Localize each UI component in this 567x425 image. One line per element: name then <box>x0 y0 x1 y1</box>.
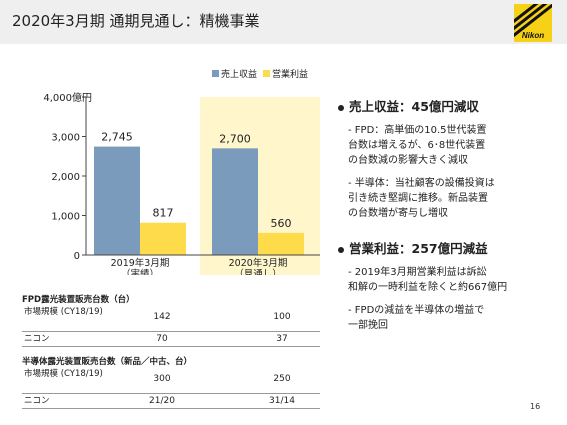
y-tick-label-0: 0 <box>74 251 80 262</box>
bar-label-0-1: 2,700 <box>219 132 251 145</box>
fpd-table-title: FPD露光装置販売台数（台） <box>22 295 135 305</box>
bar-0-1 <box>212 148 258 255</box>
semi-row-nikon-2020: 31/14 <box>269 396 295 406</box>
profit-point-text: 営業利益：257億円減益 <box>349 241 488 256</box>
y-tick-label-3: 3,000 <box>51 133 80 144</box>
semi-row-nikon: ニコン 21/20 31/14 <box>22 394 320 409</box>
bar-1-1 <box>258 232 304 255</box>
slide-title: 2020年3月期 通期見通し：精機事業 <box>12 12 260 30</box>
legend-label-1: 営業利益 <box>272 68 308 80</box>
y-tick-label-4: 4,000億円 <box>43 91 92 104</box>
chart-svg: 売上収益 営業利益 0 1,000 2,000 3,000 4,000億円 2,745 2,70… <box>43 68 320 275</box>
x-category-label-0: 2019年3月期 <box>111 257 170 269</box>
x-category-sublabel-1: （見通し） <box>234 268 282 275</box>
y-tick-label-2: 2,000 <box>51 172 80 183</box>
logo-wordmark: Nikon <box>521 31 545 40</box>
commentary: 売上収益：45億円減収 - FPD：高単価の10.5世代装置 台数は増えるが、6… <box>338 96 560 333</box>
x-category-sublabel-0: （実績） <box>121 268 159 275</box>
bullet-dot-icon <box>338 246 344 253</box>
bar-0-0 <box>94 146 140 255</box>
fpd-row-nikon: ニコン 70 37 <box>22 332 320 347</box>
fpd-row-market-label: 市場規模 (CY18/19) <box>24 307 103 317</box>
revenue-point-fpd: - FPD：高単価の10.5世代装置 台数は増えるが、6･8世代装置 の台数減の… <box>348 125 487 166</box>
bar-label-0-0: 2,745 <box>101 131 133 144</box>
legend-swatch-1 <box>263 70 270 77</box>
bar-1-0 <box>140 222 186 255</box>
profit-point-settlement: - 2019年3月期営業利益は訴訟 和解の一時利益を除くと約667億円 <box>348 267 508 293</box>
semi-row-market-2020: 250 <box>273 374 291 384</box>
bar-label-1-1: 560 <box>271 217 292 230</box>
semi-table-title: 半導体露光装置販売台数（新品／中古、台） <box>22 357 193 367</box>
revenue-point-title: 売上収益：45億円減収 <box>338 96 560 115</box>
bullet-dot-icon <box>338 104 344 111</box>
fpd-row-market-2019: 142 <box>153 312 171 322</box>
revenue-point-semi: - 半導体：当社顧客の設備投資は 引き続き堅調に推移。新品装置 の台数増が寄与し… <box>348 178 495 219</box>
profit-point-title: 営業利益：257億円減益 <box>338 238 560 257</box>
semi-row-nikon-2019: 21/20 <box>149 396 175 406</box>
semi-row-nikon-label: ニコン <box>24 396 50 406</box>
semi-row-market: 市場規模 (CY18/19) 300 250 <box>22 368 320 394</box>
profit-point-offset: - FPDの減益を半導体の増益で 一部挽回 <box>348 305 485 331</box>
legend-swatch-0 <box>212 70 219 77</box>
nikon-logo: Nikon <box>514 4 552 42</box>
semi-row-market-2019: 300 <box>153 374 171 384</box>
x-category-label-1: 2020年3月期 <box>229 257 288 269</box>
bar-label-1-0: 817 <box>153 207 174 220</box>
semi-row-market-label: 市場規模 (CY18/19) <box>24 369 103 379</box>
fpd-row-nikon-label: ニコン <box>24 334 50 344</box>
fpd-row-nikon-2019: 70 <box>156 334 168 344</box>
revenue-profit-chart: 売上収益 営業利益 0 1,000 2,000 3,000 4,000億円 2,745 2,70… <box>0 60 330 275</box>
fpd-row-market: 市場規模 (CY18/19) 142 100 <box>22 306 320 332</box>
y-tick-label-1: 1,000 <box>51 212 80 223</box>
page-number: 16 <box>530 402 541 411</box>
legend-label-0: 売上収益 <box>221 68 257 80</box>
slide-header: 2020年3月期 通期見通し：精機事業 Nikon <box>0 0 567 44</box>
fpd-row-nikon-2020: 37 <box>276 334 288 344</box>
fpd-row-market-2020: 100 <box>273 312 291 322</box>
revenue-point-text: 売上収益：45億円減収 <box>349 99 479 114</box>
